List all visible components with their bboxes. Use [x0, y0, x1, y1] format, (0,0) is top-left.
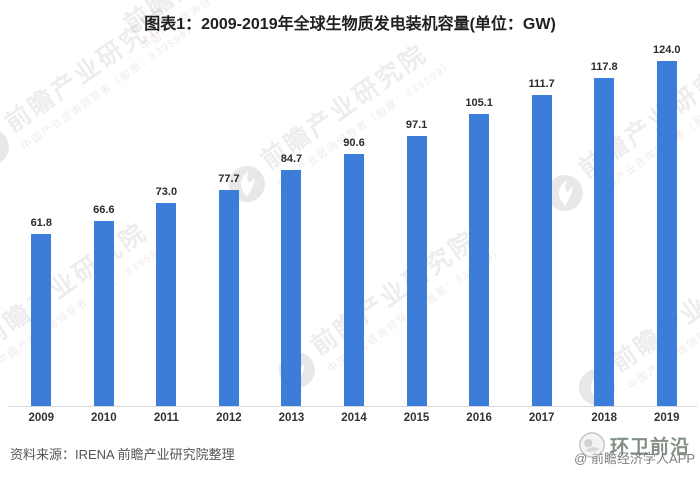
- bar-value-label: 124.0: [652, 44, 681, 56]
- bar: [656, 61, 677, 406]
- bar-slot: 111.7: [510, 78, 573, 406]
- source-note: 资料来源：IRENA 前瞻产业研究院整理: [10, 447, 235, 462]
- bar: [594, 78, 615, 406]
- bar-slot: 61.8: [10, 217, 73, 406]
- bar: [531, 95, 552, 406]
- bar: [156, 203, 177, 406]
- bar: [93, 221, 114, 406]
- x-axis-tick-label: 2015: [403, 412, 430, 424]
- x-axis-tick-label: 2016: [466, 412, 492, 424]
- bar: [344, 154, 364, 406]
- x-axis-tick-label: 2017: [528, 412, 555, 424]
- bar-slot: 90.6: [323, 137, 386, 406]
- bar-value-label: 61.8: [30, 217, 52, 229]
- x-axis-tick-labels: 2009 2010 2011 2012 2013 2014 2015 2016 2017 2018…: [10, 412, 698, 424]
- bar: [281, 170, 302, 406]
- bar-slot: 117.8: [573, 61, 636, 406]
- x-axis-tick-label: 2013: [278, 412, 305, 424]
- bar-value-label: 66.6: [93, 204, 115, 216]
- x-axis-tick-label: 2012: [216, 412, 242, 424]
- bar: [406, 136, 427, 406]
- bar-series: 61.8 66.6 73.0 77.7 84.7 90.6 97.1 105.1 111.7 11…: [10, 0, 698, 406]
- bar-value-label: 105.1: [465, 97, 493, 109]
- bar: [469, 114, 490, 406]
- bar-value-label: 97.1: [405, 119, 428, 131]
- x-axis-tick-label: 2009: [28, 412, 55, 424]
- bar-slot: 84.7: [260, 153, 323, 406]
- channel-watermark: 环卫前沿: [578, 431, 690, 459]
- bar-value-label: 84.7: [280, 153, 303, 165]
- bar-slot: 97.1: [385, 119, 448, 406]
- bar-slot: 124.0: [635, 44, 698, 406]
- chart-title: 图表1：2009-2019年全球生物质发电装机容量(单位：GW): [144, 16, 556, 33]
- x-axis-tick-label: 2018: [591, 412, 617, 424]
- channel-watermark-text: 环卫前沿: [609, 436, 690, 458]
- bar: [31, 234, 52, 406]
- x-axis-tick-label: 2010: [91, 412, 117, 424]
- credit-text: @ 前瞻经济学人APP: [574, 451, 695, 466]
- x-axis-tick-label: 2019: [653, 412, 680, 424]
- channel-logo-icon: [579, 432, 605, 458]
- bar-slot: 66.6: [73, 204, 136, 406]
- bar-value-label: 73.0: [155, 186, 178, 198]
- bar-value-label: 117.8: [590, 61, 618, 73]
- bar-slot: 77.7: [198, 173, 261, 406]
- bar-slot: 73.0: [135, 186, 198, 406]
- x-axis-tick-label: 2014: [341, 412, 367, 424]
- bar-value-label: 77.7: [218, 173, 240, 185]
- x-axis-tick-label: 2011: [153, 412, 179, 424]
- bar-value-label: 90.6: [343, 137, 365, 149]
- bar: [218, 190, 239, 406]
- bar-slot: 105.1: [448, 97, 511, 406]
- x-axis-line: [8, 406, 697, 407]
- bar-value-label: 111.7: [528, 78, 555, 90]
